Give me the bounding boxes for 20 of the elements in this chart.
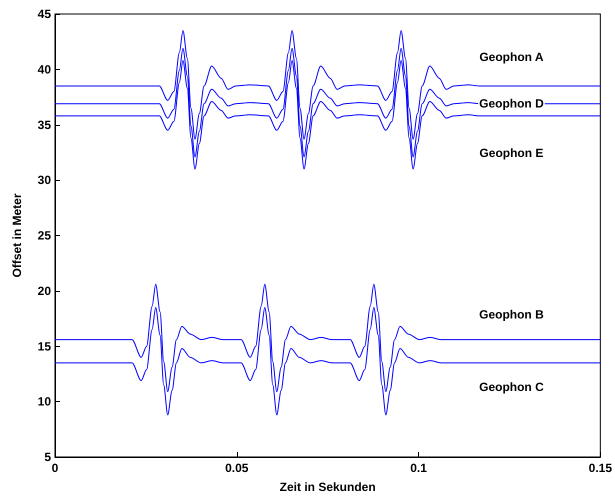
y-tick-label: 5 bbox=[44, 450, 52, 464]
series-label: Geophon D bbox=[479, 96, 544, 111]
x-tick-label: 0.05 bbox=[225, 461, 249, 475]
y-tick-label: 40 bbox=[38, 62, 52, 76]
y-tick-label: 35 bbox=[38, 118, 52, 132]
y-tick-label: 45 bbox=[38, 7, 52, 21]
y-tick-label: 10 bbox=[38, 394, 52, 409]
series-label: Geophon B bbox=[479, 308, 544, 322]
x-axis-title: Zeit in Sekunden bbox=[280, 480, 376, 494]
text: Geophon E bbox=[479, 146, 544, 160]
y-tick-label: 25 bbox=[38, 228, 52, 242]
x-tick-label: 0.1 bbox=[410, 461, 428, 475]
x-tick-label: 0.15 bbox=[588, 461, 612, 475]
series-label: Geophon C bbox=[479, 380, 544, 394]
y-tick-label: 20 bbox=[38, 284, 52, 298]
y-axis-title: Offset in Meter bbox=[10, 193, 24, 278]
y-tick-label: 30 bbox=[38, 173, 52, 188]
x-tick-label: 0 bbox=[52, 461, 59, 475]
series-label: Geophon A bbox=[479, 50, 544, 64]
y-tick-label: 15 bbox=[38, 339, 52, 354]
